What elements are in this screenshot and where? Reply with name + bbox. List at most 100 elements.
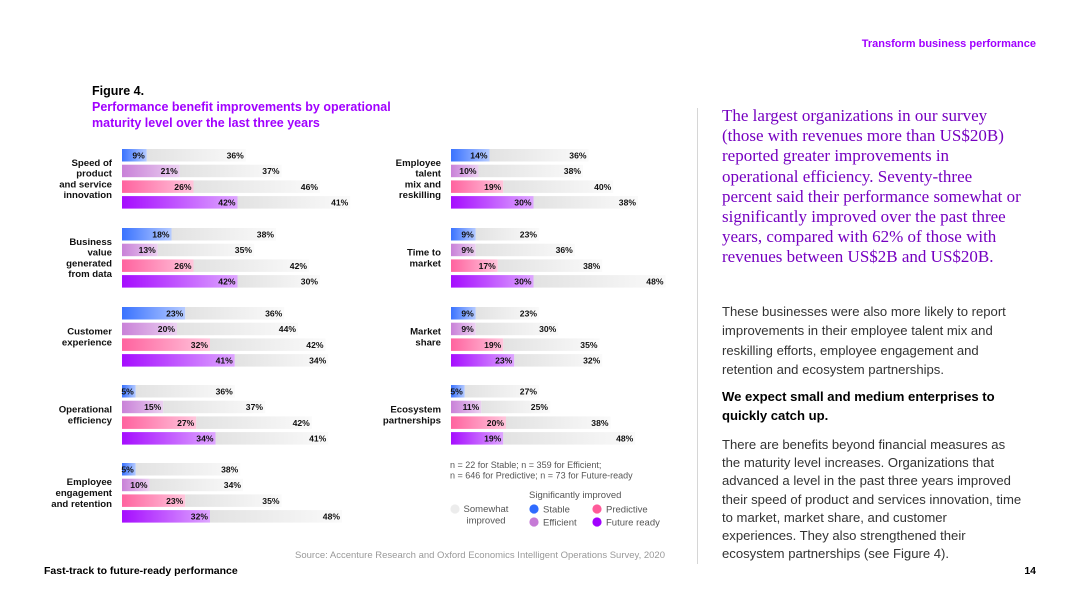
category-label-line: Time to bbox=[407, 248, 441, 259]
category-label-line: Speed of bbox=[71, 158, 112, 169]
panel-market-share: Market share 9% 23% 9% 30% 19% 35% 23% 32% bbox=[410, 307, 603, 367]
bar-significant-efficient bbox=[451, 322, 476, 336]
data-label-significant: 9% bbox=[461, 308, 474, 318]
category-label: Market share bbox=[410, 327, 442, 349]
data-label-significant: 14% bbox=[470, 150, 488, 160]
panel-customer-experience: Customer experience 23% 36% 20% 44% 32% 42% 41% 3… bbox=[62, 307, 329, 367]
bar-somewhat-future_ready bbox=[533, 196, 638, 209]
bar-somewhat-future_ready bbox=[215, 432, 329, 445]
bar-somewhat-stable bbox=[475, 307, 540, 320]
data-label-significant: 32% bbox=[191, 340, 209, 350]
data-label-significant: 23% bbox=[166, 308, 184, 318]
data-label-significant: 34% bbox=[196, 434, 214, 444]
data-label-significant: 10% bbox=[130, 480, 148, 490]
bar-somewhat-stable bbox=[135, 385, 235, 398]
legend-dot-predictive bbox=[592, 504, 602, 514]
data-label-significant: 23% bbox=[495, 356, 513, 366]
bar-somewhat-predictive bbox=[185, 494, 282, 507]
sample-size-line: n = 646 for Predictive; n = 73 for Futur… bbox=[450, 471, 633, 481]
category-label-line: Market bbox=[410, 327, 442, 338]
bar-somewhat-stable bbox=[185, 307, 285, 320]
bar-significant-efficient bbox=[122, 478, 150, 492]
legend-dot-future_ready bbox=[592, 517, 602, 527]
bar-significant-predictive bbox=[122, 494, 186, 507]
body-paragraph-1: These businesses were also more likely t… bbox=[722, 304, 1006, 378]
bar-significant-predictive bbox=[122, 416, 197, 429]
data-label-somewhat: 41% bbox=[331, 198, 349, 208]
data-label-somewhat: 36% bbox=[556, 245, 574, 255]
panel-operational-efficiency: Operational efficiency 5% 36% 15% 37% 27% 42% 34… bbox=[59, 385, 329, 445]
data-label-somewhat: 36% bbox=[569, 150, 587, 160]
bar-significant-stable bbox=[451, 149, 490, 162]
data-label-significant: 20% bbox=[487, 418, 505, 428]
data-label-somewhat: 36% bbox=[216, 386, 234, 396]
data-label-significant: 18% bbox=[152, 229, 170, 239]
bar-somewhat-future_ready bbox=[514, 354, 603, 367]
category-label-line: and retention bbox=[51, 499, 112, 510]
category-label-line: efficiency bbox=[68, 415, 113, 426]
data-label-somewhat: 32% bbox=[583, 356, 601, 366]
legend-label-line: Somewhat bbox=[464, 504, 509, 515]
bar-significant-future_ready bbox=[451, 432, 504, 445]
bar-somewhat-stable bbox=[146, 149, 246, 162]
data-label-somewhat: 48% bbox=[646, 277, 664, 287]
data-label-somewhat: 41% bbox=[309, 434, 327, 444]
page-number: 14 bbox=[1024, 565, 1036, 577]
category-label: Business value generated from data bbox=[66, 237, 113, 280]
source-note: Source: Accenture Research and Oxford Ec… bbox=[295, 550, 665, 561]
data-label-significant: 5% bbox=[121, 464, 134, 474]
bar-significant-stable bbox=[122, 228, 172, 241]
bar-significant-efficient bbox=[122, 243, 158, 257]
footer-title: Fast-track to future-ready performance bbox=[44, 565, 238, 577]
bar-somewhat-future_ready bbox=[533, 275, 666, 288]
category-label-line: Ecosystem bbox=[390, 405, 441, 416]
bar-somewhat-predictive bbox=[193, 259, 309, 272]
data-label-significant: 19% bbox=[484, 434, 502, 444]
legend-heading: Significantly improved bbox=[529, 490, 621, 501]
data-label-somewhat: 42% bbox=[293, 418, 311, 428]
legend-dot-efficient bbox=[529, 517, 539, 527]
chart-legend: Somewhat improved Significantly improved St… bbox=[450, 490, 660, 528]
bar-significant-future_ready bbox=[122, 354, 235, 367]
data-label-significant: 42% bbox=[218, 198, 236, 208]
bar-significant-stable bbox=[122, 463, 136, 476]
legend-label-line: improved bbox=[466, 516, 505, 527]
category-label-line: Employee bbox=[396, 158, 441, 169]
bar-somewhat-stable bbox=[464, 385, 540, 398]
bar-somewhat-efficient bbox=[157, 243, 255, 257]
bar-somewhat-efficient bbox=[475, 322, 559, 336]
data-label-significant: 26% bbox=[174, 261, 192, 271]
data-label-somewhat: 34% bbox=[309, 356, 327, 366]
category-label-line: from data bbox=[68, 269, 112, 280]
bar-significant-efficient bbox=[122, 400, 164, 414]
bar-somewhat-future_ready bbox=[237, 275, 320, 288]
data-label-significant: 9% bbox=[132, 150, 145, 160]
legend-dot-somewhat bbox=[450, 504, 460, 514]
body-paragraph-2: There are benefits beyond financial meas… bbox=[722, 437, 1022, 562]
data-label-significant: 13% bbox=[139, 245, 157, 255]
bar-somewhat-stable bbox=[475, 228, 540, 241]
data-label-somewhat: 35% bbox=[580, 340, 598, 350]
bar-significant-predictive bbox=[122, 338, 210, 351]
panel-business-value-generated-from-data: Business value generated from data 18% 38% 13%… bbox=[66, 228, 320, 288]
bar-significant-future_ready bbox=[451, 354, 515, 367]
bar-somewhat-future_ready bbox=[503, 432, 636, 445]
bar-significant-stable bbox=[451, 385, 465, 398]
bar-somewhat-predictive bbox=[196, 416, 312, 429]
category-label-line: engagement bbox=[55, 488, 112, 499]
panel-ecosystem-partnerships: Ecosystem partnerships 5% 27% 11% 25% 20% 38% 19… bbox=[383, 385, 636, 445]
data-label-significant: 19% bbox=[484, 182, 502, 192]
bar-somewhat-efficient bbox=[177, 322, 298, 336]
data-label-somewhat: 35% bbox=[235, 245, 253, 255]
column-divider bbox=[697, 108, 698, 564]
data-label-significant: 21% bbox=[161, 166, 179, 176]
data-label-somewhat: 30% bbox=[301, 277, 319, 287]
bar-somewhat-predictive bbox=[506, 416, 611, 429]
data-label-somewhat: 35% bbox=[262, 496, 280, 506]
data-label-somewhat: 36% bbox=[227, 150, 245, 160]
category-label: Employee talent mix and reskilling bbox=[396, 158, 442, 201]
data-label-somewhat: 38% bbox=[564, 166, 582, 176]
category-label-line: reskilling bbox=[399, 190, 441, 201]
data-label-significant: 26% bbox=[174, 182, 192, 192]
sample-size-note: n = 22 for Stable; n = 359 for Efficient… bbox=[450, 460, 633, 481]
